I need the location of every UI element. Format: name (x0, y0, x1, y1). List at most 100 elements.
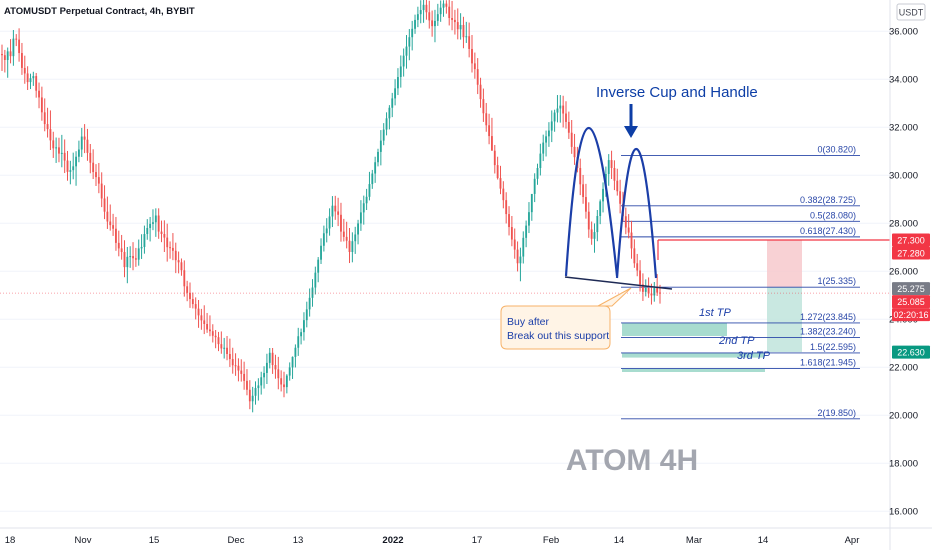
candle-body (38, 90, 40, 98)
candle-body (257, 385, 260, 389)
candle-body (86, 139, 89, 153)
candle-body (140, 246, 143, 249)
candle-body (644, 288, 647, 292)
candle-body (288, 367, 291, 376)
time-axis[interactable]: 18 Nov 15 Dec 13 2022 17 Feb 14 Mar 14 Apr (0, 527, 932, 546)
candle-body (653, 288, 656, 296)
candle-body (522, 237, 525, 257)
candle-body (251, 395, 254, 402)
candle-body (402, 55, 405, 67)
candle-body (143, 234, 146, 247)
cup-arc-left (564, 127, 619, 277)
candle-body (382, 129, 385, 141)
fib-label: 0.382(28.725) (800, 195, 856, 205)
candle-body (513, 239, 516, 250)
candle-body (163, 234, 166, 238)
candle-body (322, 233, 325, 246)
candle-body (280, 378, 283, 385)
candle-body (499, 178, 502, 189)
candle-body (271, 352, 274, 366)
tp2-label: 2nd TP (718, 335, 755, 347)
candle-body (18, 39, 21, 54)
candle-body (431, 20, 434, 27)
candle-body (69, 170, 72, 172)
candle-body (248, 389, 251, 402)
candle-body (436, 14, 439, 21)
candle-body (109, 221, 112, 226)
candle-body (354, 234, 357, 242)
candle-body (77, 149, 80, 157)
candle-body (226, 347, 228, 354)
candle-body (539, 153, 542, 168)
candle-body (453, 19, 456, 23)
price-label-box (892, 233, 930, 247)
candle-body (536, 168, 539, 179)
candle-body (103, 198, 106, 212)
price-label-box (892, 345, 930, 359)
fib-label: 0.618(27.430) (800, 226, 856, 236)
candle-body (1, 54, 3, 56)
pattern-drawings (564, 104, 890, 290)
candle-body (439, 7, 442, 15)
candle-body (647, 288, 650, 294)
candle-body (294, 347, 297, 357)
candle-body (157, 215, 160, 232)
price-tick-label: 34.000 (889, 75, 918, 86)
tp3-label: 3rd TP (737, 350, 771, 362)
candle-body (385, 118, 388, 130)
price-label-text: 25.275 (897, 284, 925, 294)
fib-label: 0(30.820) (817, 145, 856, 155)
candle-body (75, 156, 77, 167)
candle-body (115, 228, 117, 243)
candle-body (254, 388, 257, 396)
candle-body (502, 188, 505, 201)
candle-body (317, 259, 320, 273)
candle-body (311, 287, 314, 298)
candle-body (482, 99, 485, 114)
candle-body (134, 258, 137, 260)
time-tick-label: Nov (75, 535, 92, 546)
candle-body (240, 370, 243, 374)
candle-body (613, 168, 616, 181)
candle-body (72, 166, 75, 171)
fib-label: 1.5(22.595) (810, 342, 856, 352)
candle-body (6, 51, 9, 60)
price-label-text: 02:20:16 (893, 310, 928, 320)
candle-body (92, 162, 95, 173)
candle-body (328, 216, 331, 229)
tp3-zone (622, 368, 765, 372)
candle-body (459, 24, 462, 30)
candle-body (633, 248, 636, 264)
candle-body (596, 216, 599, 233)
candle-body (206, 324, 209, 330)
candle-body (408, 37, 411, 47)
candle-body (97, 177, 100, 184)
candle-body (602, 188, 604, 202)
candles (0, 0, 890, 413)
time-tick-label: 14 (614, 535, 625, 546)
tp2-zone (622, 352, 765, 358)
currency-badge-box (896, 3, 926, 21)
callout-line2: Break out this support (507, 330, 609, 342)
candle-body (58, 147, 60, 154)
currency-badge[interactable]: USDT (896, 3, 926, 21)
candle-body (285, 375, 288, 388)
candle-body (237, 365, 240, 371)
candle-body (365, 196, 368, 204)
candle-body (545, 136, 547, 143)
callout-line1: Buy after (507, 316, 550, 328)
candle-body (243, 373, 246, 381)
candle-body (556, 108, 559, 113)
candle-body (334, 205, 337, 212)
candle-body (203, 320, 206, 324)
candle-body (416, 14, 419, 20)
candle-body (171, 247, 174, 251)
price-axis[interactable]: 16.00018.00020.00022.00024.00026.00028.0… (889, 0, 918, 550)
candle-body (371, 173, 374, 185)
candle-body (106, 211, 109, 222)
time-tick-label: Dec (228, 535, 245, 546)
candle-body (528, 212, 530, 226)
candle-body (368, 184, 371, 197)
candle-body (300, 332, 303, 337)
